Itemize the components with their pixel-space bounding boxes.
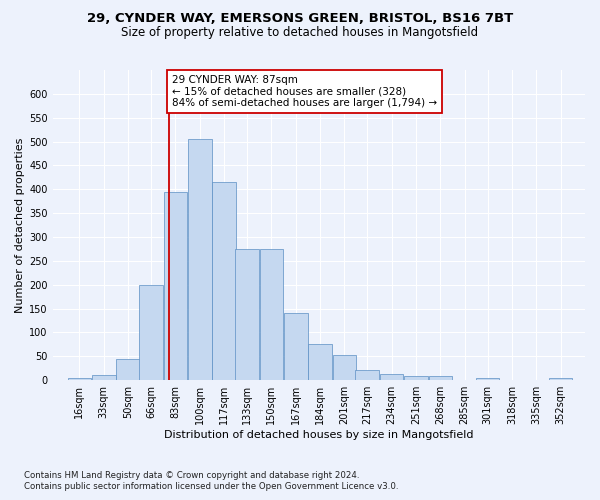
Bar xyxy=(476,378,499,380)
Text: 29, CYNDER WAY, EMERSONS GREEN, BRISTOL, BS16 7BT: 29, CYNDER WAY, EMERSONS GREEN, BRISTOL,… xyxy=(87,12,513,24)
Bar xyxy=(380,374,403,380)
Bar xyxy=(260,249,283,380)
Bar xyxy=(164,192,187,380)
Bar xyxy=(139,285,163,380)
Bar xyxy=(235,249,259,380)
Bar xyxy=(116,358,140,380)
Bar xyxy=(549,378,572,380)
Bar xyxy=(404,376,428,380)
Bar xyxy=(332,356,356,380)
Text: Size of property relative to detached houses in Mangotsfield: Size of property relative to detached ho… xyxy=(121,26,479,39)
Text: 29 CYNDER WAY: 87sqm
← 15% of detached houses are smaller (328)
84% of semi-deta: 29 CYNDER WAY: 87sqm ← 15% of detached h… xyxy=(172,75,437,108)
Bar xyxy=(284,314,308,380)
Bar xyxy=(212,182,236,380)
Bar xyxy=(428,376,452,380)
Bar xyxy=(92,376,116,380)
Text: Contains public sector information licensed under the Open Government Licence v3: Contains public sector information licen… xyxy=(24,482,398,491)
Bar xyxy=(355,370,379,380)
Bar xyxy=(188,139,212,380)
Text: Contains HM Land Registry data © Crown copyright and database right 2024.: Contains HM Land Registry data © Crown c… xyxy=(24,470,359,480)
X-axis label: Distribution of detached houses by size in Mangotsfield: Distribution of detached houses by size … xyxy=(164,430,473,440)
Bar xyxy=(68,378,91,380)
Bar xyxy=(308,344,332,380)
Y-axis label: Number of detached properties: Number of detached properties xyxy=(15,138,25,313)
